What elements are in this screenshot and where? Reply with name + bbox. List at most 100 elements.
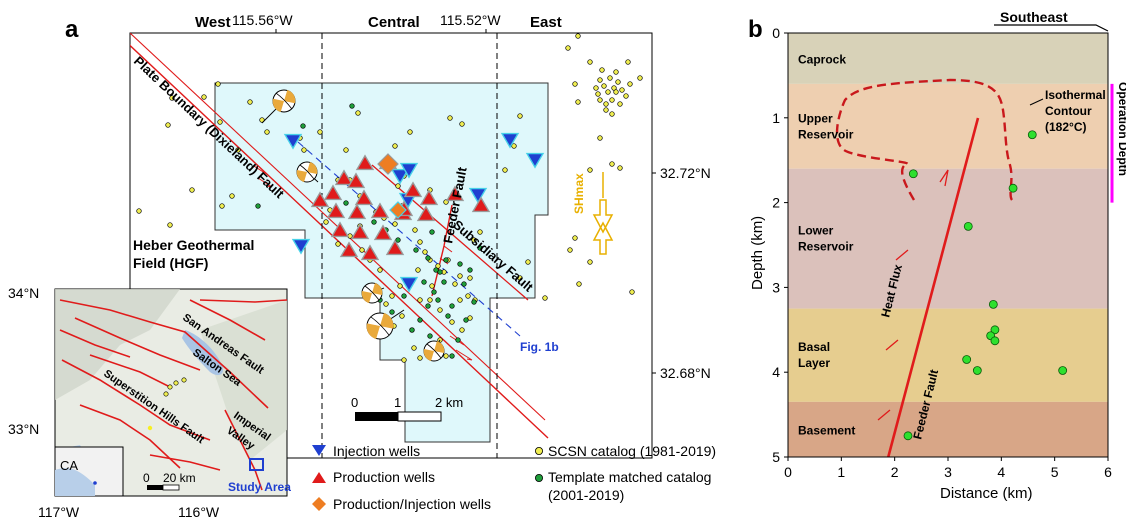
- section-event: [962, 355, 972, 364]
- layer-name: Caprock: [798, 52, 846, 66]
- production-well: [445, 185, 465, 202]
- production-injection-well: [389, 201, 407, 219]
- scsn-event: [301, 147, 307, 153]
- template-event: [445, 313, 451, 319]
- section-axes: 0 1 2 3 4 5 6 0 1 2 3 4 5: [772, 25, 1112, 480]
- production-well: [310, 191, 330, 208]
- template-event: [431, 289, 437, 295]
- scsn-event: [427, 297, 433, 303]
- layer-name: Reservoir: [798, 127, 854, 141]
- scsn-event: [397, 283, 403, 289]
- slip-arrow: [257, 177, 273, 188]
- template-event: [425, 303, 431, 309]
- scsn-event: [219, 203, 225, 209]
- template-event: [461, 281, 467, 287]
- inset-event: [173, 380, 179, 386]
- production-well: [370, 202, 390, 219]
- injection-well: [468, 187, 488, 204]
- layer-name: Basal: [798, 340, 830, 354]
- injection-well: [500, 132, 520, 149]
- section-y-tick: 4: [772, 364, 780, 380]
- southeast-label: Southeast: [1000, 9, 1068, 25]
- scsn-event: [597, 97, 603, 103]
- inset-events: [147, 377, 187, 431]
- template-event: [425, 255, 431, 261]
- production-well: [373, 224, 393, 241]
- scsn-event: [323, 219, 329, 225]
- scsn-event: [613, 89, 619, 95]
- production-injection-well: [377, 153, 399, 175]
- template-event: [455, 337, 461, 343]
- scsn-event: [517, 113, 523, 119]
- scsn-event: [407, 129, 413, 135]
- legend-prod-inj: Production/Injection wells: [333, 496, 491, 512]
- scsn-event: [597, 135, 603, 141]
- legend-template-1: Template matched catalog: [548, 469, 711, 485]
- template-event: [395, 237, 401, 243]
- template-event: [467, 267, 473, 273]
- legend-injection: Injection wells: [333, 443, 420, 459]
- scsn-event: [593, 85, 599, 91]
- production-legend-icon: [312, 472, 326, 483]
- scsn-event: [415, 267, 421, 273]
- study-area-label: Study Area: [228, 480, 291, 494]
- isotherm-leader: [1029, 98, 1044, 106]
- inset-event: [147, 425, 153, 431]
- plate-boundary-fault: [130, 44, 549, 439]
- production-well: [403, 181, 423, 198]
- scsn-event: [575, 33, 581, 39]
- injection-well: [399, 162, 419, 179]
- template-event: [409, 327, 415, 333]
- scsn-event: [609, 97, 615, 103]
- scsn-event: [517, 275, 523, 281]
- feeder-fault-section: [886, 117, 980, 457]
- lon-tick-label: 115.52°W: [440, 12, 501, 28]
- scsn-event: [189, 187, 195, 193]
- scsn-event: [169, 95, 175, 101]
- scsn-event: [457, 297, 463, 303]
- layer-name: Upper: [798, 111, 833, 125]
- scsn-event: [587, 167, 593, 173]
- scale-bar: 0 1 2 km: [351, 395, 463, 422]
- production-well: [339, 241, 359, 258]
- scsn-event: [623, 93, 629, 99]
- scsn-event: [429, 283, 435, 289]
- scsn-event: [235, 147, 241, 153]
- central-label: Central: [368, 14, 420, 31]
- section-event: [903, 431, 913, 441]
- template-event: [349, 103, 355, 109]
- template-event: [443, 257, 449, 263]
- focal-mechanisms: [261, 89, 445, 362]
- inset-scale-label: 0: [143, 471, 150, 485]
- injection-legend-icon: [312, 445, 326, 456]
- scsn-event: [201, 94, 207, 100]
- inset-scale-bar: [147, 485, 163, 490]
- template-event: [417, 317, 423, 323]
- scsn-event: [422, 249, 428, 255]
- section-x-tick: 4: [997, 464, 1005, 480]
- layer-name: Reservoir: [798, 240, 854, 254]
- scsn-event: [637, 75, 643, 81]
- template-event: [389, 309, 395, 315]
- scsn-event: [603, 107, 609, 113]
- template-event: [413, 247, 419, 253]
- template-event: [401, 293, 407, 299]
- template-event: [463, 317, 469, 323]
- scsn-event: [395, 183, 401, 189]
- scsn-event: [389, 293, 395, 299]
- inset-event: [167, 384, 173, 390]
- isotherm-label-3: (182°C): [1045, 120, 1086, 134]
- east-label: East: [530, 14, 562, 31]
- section-event: [1008, 183, 1018, 193]
- scsn-event: [392, 221, 398, 227]
- section-x-tick: 3: [944, 464, 952, 480]
- template-event: [471, 299, 477, 305]
- scsn-event: [136, 208, 142, 214]
- legend-production: Production wells: [333, 469, 435, 485]
- injection-well: [291, 238, 311, 255]
- injection-well: [283, 133, 303, 150]
- scsn-event: [565, 45, 571, 51]
- lat-tick-label: 32.72°N: [660, 165, 711, 181]
- section-event: [963, 221, 973, 231]
